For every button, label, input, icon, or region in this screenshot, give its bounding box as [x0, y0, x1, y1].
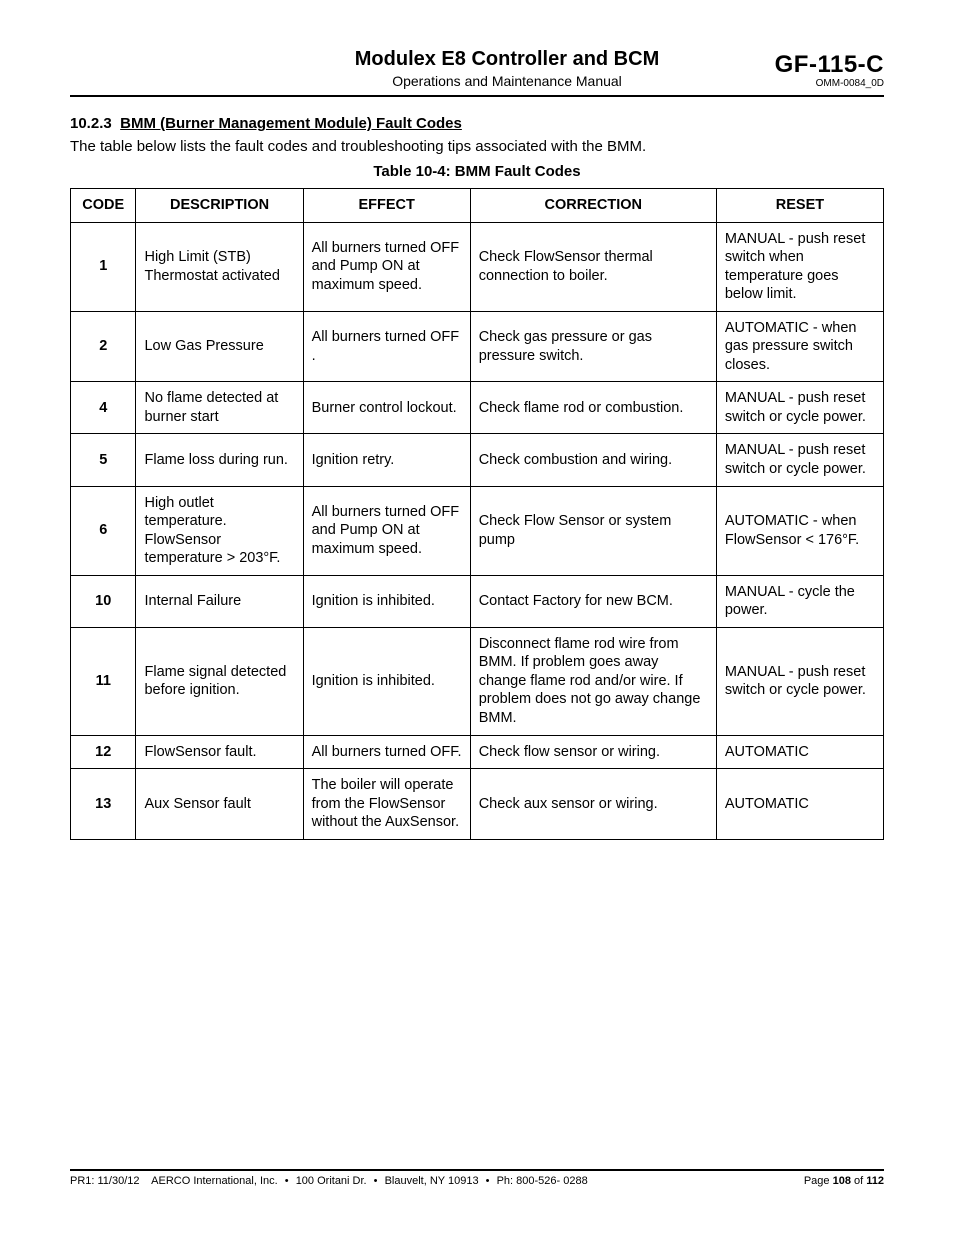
page-total: 112 [866, 1175, 884, 1187]
cell-correction: Check flow sensor or wiring. [470, 735, 716, 769]
cell-effect: All burners turned OFF and Pump ON at ma… [303, 222, 470, 311]
col-code: CODE [71, 189, 136, 223]
section-number: 10.2.3 [70, 115, 116, 132]
cell-reset: AUTOMATIC - when gas pressure switch clo… [716, 311, 883, 382]
header-center: Modulex E8 Controller and BCM Operations… [300, 48, 714, 89]
footer-address: 100 Oritani Dr. [296, 1175, 367, 1187]
table-body: 1 High Limit (STB) Thermostat activated … [71, 222, 884, 839]
cell-code: 4 [71, 382, 136, 434]
cell-code: 1 [71, 222, 136, 311]
cell-code: 2 [71, 311, 136, 382]
table-row: 2 Low Gas Pressure All burners turned OF… [71, 311, 884, 382]
cell-reset: AUTOMATIC - when FlowSensor < 176°F. [716, 486, 883, 575]
cell-description: Flame signal detected before ignition. [136, 627, 303, 735]
cell-effect: Ignition retry. [303, 434, 470, 486]
footer-city: Blauvelt, NY 10913 [385, 1175, 479, 1187]
cell-effect: Burner control lockout. [303, 382, 470, 434]
page-current: 108 [833, 1175, 851, 1187]
cell-correction: Check aux sensor or wiring. [470, 769, 716, 840]
cell-effect: All burners turned OFF and Pump ON at ma… [303, 486, 470, 575]
section-title: BMM (Burner Management Module) Fault Cod… [120, 115, 462, 132]
cell-effect: Ignition is inhibited. [303, 627, 470, 735]
doc-title: Modulex E8 Controller and BCM [300, 48, 714, 71]
footer-company: AERCO International, Inc. [151, 1175, 278, 1187]
cell-correction: Check Flow Sensor or system pump [470, 486, 716, 575]
cell-code: 13 [71, 769, 136, 840]
cell-correction: Check FlowSensor thermal connection to b… [470, 222, 716, 311]
page: Modulex E8 Controller and BCM Operations… [0, 0, 954, 1235]
cell-correction: Disconnect flame rod wire from BMM. If p… [470, 627, 716, 735]
footer-line: PR1: 11/30/12 AERCO International, Inc. … [70, 1175, 884, 1187]
doc-number: GF-115-C [724, 52, 884, 78]
cell-reset: AUTOMATIC [716, 769, 883, 840]
cell-reset: AUTOMATIC [716, 735, 883, 769]
doc-subtitle: Operations and Maintenance Manual [300, 73, 714, 89]
footer-revdate: PR1: 11/30/12 [70, 1175, 140, 1187]
cell-reset: MANUAL - push reset switch or cycle powe… [716, 434, 883, 486]
header-rule [70, 95, 884, 97]
cell-description: High outlet temperature. FlowSensor temp… [136, 486, 303, 575]
page-footer: PR1: 11/30/12 AERCO International, Inc. … [70, 1169, 884, 1187]
section-heading: 10.2.3 BMM (Burner Management Module) Fa… [70, 115, 884, 132]
footer-rule [70, 1169, 884, 1171]
table-caption: Table 10-4: BMM Fault Codes [70, 163, 884, 180]
col-reset: RESET [716, 189, 883, 223]
cell-effect: The boiler will operate from the FlowSen… [303, 769, 470, 840]
cell-correction: Check gas pressure or gas pressure switc… [470, 311, 716, 382]
cell-code: 11 [71, 627, 136, 735]
doc-revision: OMM-0084_0D [724, 78, 884, 89]
cell-description: Flame loss during run. [136, 434, 303, 486]
table-row: 11 Flame signal detected before ignition… [71, 627, 884, 735]
cell-reset: MANUAL - push reset switch or cycle powe… [716, 627, 883, 735]
page-label: Page [804, 1175, 830, 1187]
cell-reset: MANUAL - cycle the power. [716, 575, 883, 627]
footer-right: Page 108 of 112 [804, 1175, 884, 1187]
table-row: 5 Flame loss during run. Ignition retry.… [71, 434, 884, 486]
cell-description: FlowSensor fault. [136, 735, 303, 769]
cell-effect: Ignition is inhibited. [303, 575, 470, 627]
table-row: 1 High Limit (STB) Thermostat activated … [71, 222, 884, 311]
cell-correction: Check combustion and wiring. [470, 434, 716, 486]
col-description: DESCRIPTION [136, 189, 303, 223]
cell-code: 5 [71, 434, 136, 486]
cell-description: Internal Failure [136, 575, 303, 627]
table-head: CODE DESCRIPTION EFFECT CORRECTION RESET [71, 189, 884, 223]
table-header-row: CODE DESCRIPTION EFFECT CORRECTION RESET [71, 189, 884, 223]
page-header: Modulex E8 Controller and BCM Operations… [70, 48, 884, 89]
col-effect: EFFECT [303, 189, 470, 223]
cell-description: Aux Sensor fault [136, 769, 303, 840]
col-correction: CORRECTION [470, 189, 716, 223]
cell-code: 12 [71, 735, 136, 769]
cell-description: No flame detected at burner start [136, 382, 303, 434]
bullet-icon: • [370, 1175, 382, 1187]
table-row: 10 Internal Failure Ignition is inhibite… [71, 575, 884, 627]
cell-effect: All burners turned OFF . [303, 311, 470, 382]
footer-left: PR1: 11/30/12 AERCO International, Inc. … [70, 1175, 588, 1187]
table-row: 12 FlowSensor fault. All burners turned … [71, 735, 884, 769]
cell-reset: MANUAL - push reset switch when temperat… [716, 222, 883, 311]
cell-effect: All burners turned OFF. [303, 735, 470, 769]
table-row: 13 Aux Sensor fault The boiler will oper… [71, 769, 884, 840]
table-row: 4 No flame detected at burner start Burn… [71, 382, 884, 434]
header-right: GF-115-C OMM-0084_0D [724, 52, 884, 89]
cell-code: 10 [71, 575, 136, 627]
footer-phone: Ph: 800-526- 0288 [497, 1175, 588, 1187]
cell-reset: MANUAL - push reset switch or cycle powe… [716, 382, 883, 434]
bullet-icon: • [482, 1175, 494, 1187]
page-of-label: of [854, 1175, 863, 1187]
cell-correction: Contact Factory for new BCM. [470, 575, 716, 627]
cell-description: High Limit (STB) Thermostat activated [136, 222, 303, 311]
cell-correction: Check flame rod or combustion. [470, 382, 716, 434]
cell-description: Low Gas Pressure [136, 311, 303, 382]
cell-code: 6 [71, 486, 136, 575]
section-lead: The table below lists the fault codes an… [70, 138, 884, 155]
fault-codes-table: CODE DESCRIPTION EFFECT CORRECTION RESET… [70, 188, 884, 840]
table-row: 6 High outlet temperature. FlowSensor te… [71, 486, 884, 575]
bullet-icon: • [281, 1175, 293, 1187]
